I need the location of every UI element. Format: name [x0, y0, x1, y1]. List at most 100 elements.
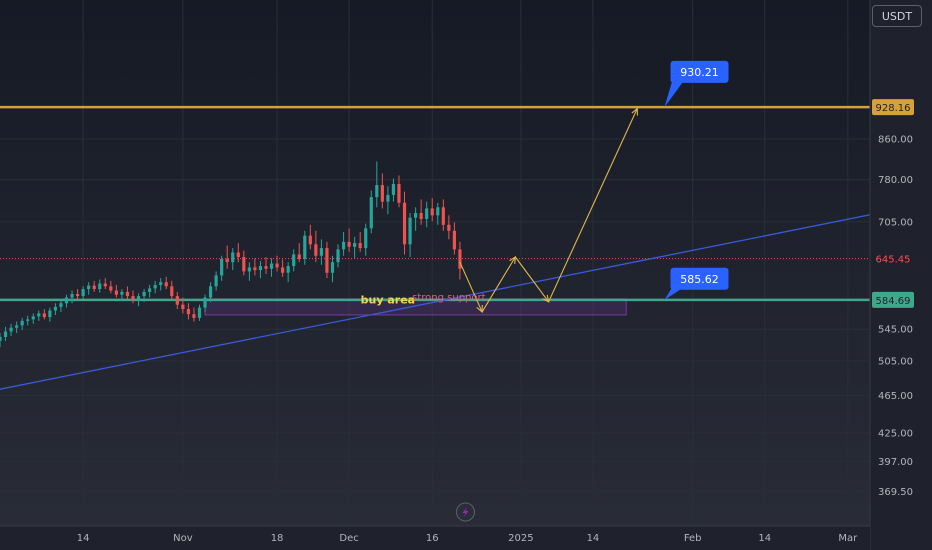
candle-body: [170, 286, 174, 297]
candle: [197, 304, 202, 321]
candle-body: [441, 207, 445, 225]
candle: [64, 294, 69, 308]
candle-body: [42, 313, 46, 318]
candle: [286, 262, 290, 283]
currency-button[interactable]: USDT: [872, 5, 922, 27]
candle-body: [26, 319, 30, 321]
candle: [325, 241, 329, 279]
candle-body: [70, 293, 74, 298]
candle-body: [181, 304, 185, 310]
time-axis[interactable]: 14 Nov 18 Dec 16 2025 14 Feb 14 Mar: [0, 502, 870, 550]
candle-body: [175, 296, 179, 305]
candle-body: [186, 309, 191, 315]
candle-body: [236, 252, 240, 258]
horizontal-lines-layer: [0, 105, 871, 390]
candle: [386, 186, 390, 215]
candle: [220, 255, 224, 281]
candle-body: [330, 262, 335, 273]
resistance-price-badge[interactable]: 928.16: [872, 99, 914, 116]
price-tick-label: 425.00: [878, 428, 913, 439]
buy-area-label: buy area: [361, 293, 415, 306]
support-price-badge[interactable]: 584.69: [872, 291, 914, 308]
candle-body: [87, 285, 91, 290]
candle: [397, 175, 401, 208]
path-line: [459, 261, 483, 313]
time-tick-label: 18: [271, 533, 284, 544]
callout-930[interactable]: 930.21: [664, 60, 729, 108]
candle: [364, 223, 368, 256]
candle-body: [347, 241, 351, 247]
candle: [37, 310, 41, 321]
candle: [297, 243, 301, 263]
candle-body: [3, 331, 8, 337]
candle: [391, 178, 396, 202]
candle: [231, 248, 235, 271]
time-axis-bg: [0, 526, 870, 550]
candle: [181, 297, 185, 314]
candle: [319, 239, 324, 265]
lightning-icon[interactable]: [455, 502, 475, 522]
price-axis[interactable]: 369.50 397.00 425.00 465.00 505.00 545.00 705.…: [869, 0, 932, 550]
candle: [53, 303, 58, 315]
callout-box: [670, 60, 729, 83]
candle: [114, 284, 118, 298]
callout-585[interactable]: 585.62: [664, 267, 729, 300]
candle: [192, 307, 196, 322]
price-tick-label: 545.00: [878, 325, 913, 336]
candle-body: [425, 208, 429, 219]
strong-support-label: strong support: [412, 292, 485, 303]
price-tick-label: 780.00: [878, 175, 913, 186]
candle: [203, 294, 207, 312]
candle-body: [303, 235, 307, 259]
candle-body: [103, 283, 107, 287]
path-arrowhead: [631, 107, 638, 116]
candle: [303, 230, 307, 265]
candle-body: [109, 286, 113, 291]
candle: [9, 323, 13, 337]
time-tick-label: 14: [77, 533, 90, 544]
candle-body: [281, 267, 285, 273]
candle: [258, 260, 263, 279]
time-tick-label: 14: [587, 533, 600, 544]
candle: [247, 262, 251, 281]
candle-body: [253, 267, 257, 271]
candle-body: [336, 249, 340, 263]
last-price-badge[interactable]: 645.45: [872, 250, 914, 267]
candle: [59, 299, 63, 312]
path-line: [514, 256, 550, 303]
lightning-glyph: [462, 507, 469, 517]
candle: [136, 293, 141, 307]
candle-body: [447, 224, 451, 231]
candle: [341, 232, 346, 256]
candle: [20, 317, 24, 330]
candle: [269, 258, 274, 277]
candle: [103, 278, 107, 290]
candle-body: [192, 314, 196, 318]
candle-body: [353, 243, 357, 247]
candle-body: [53, 306, 58, 311]
candle-body: [397, 183, 401, 203]
candle: [15, 321, 19, 334]
candle-body: [402, 202, 407, 245]
time-tick-label: Mar: [838, 533, 858, 544]
candle: [236, 243, 240, 263]
trendline[interactable]: [0, 214, 871, 390]
candle: [164, 276, 168, 290]
candle: [186, 303, 191, 320]
callout-box: [670, 267, 729, 290]
candle-body: [364, 228, 368, 249]
candle-body: [297, 254, 301, 259]
candle: [3, 326, 8, 341]
candle-body: [231, 252, 235, 263]
candle: [42, 309, 46, 320]
candle: [281, 259, 285, 277]
candle-body: [269, 263, 274, 269]
candle: [264, 257, 268, 275]
price-tick-label: 465.00: [878, 391, 913, 402]
price-tick-label: 369.50: [878, 487, 913, 498]
candle-body: [153, 284, 157, 289]
candle-body: [275, 263, 279, 268]
